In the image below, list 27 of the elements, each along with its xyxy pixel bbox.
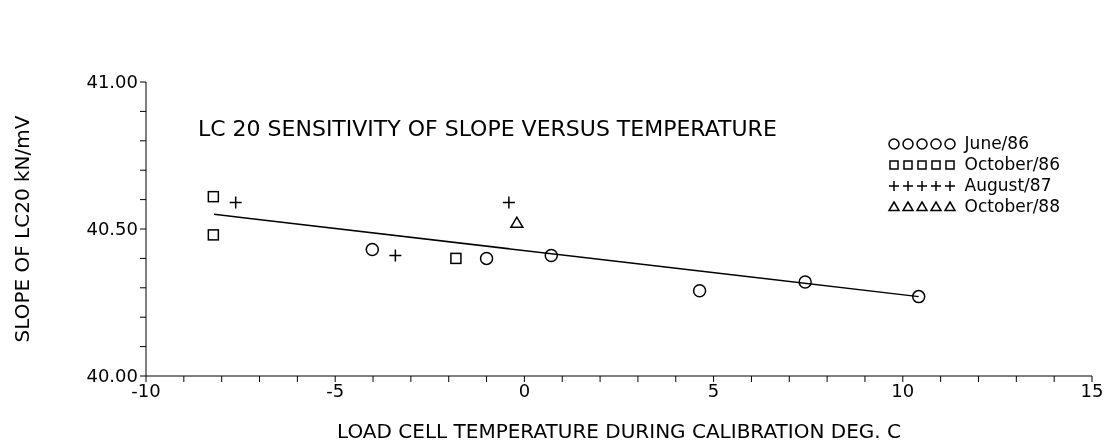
point: [544, 248, 559, 263]
point: [510, 216, 524, 229]
x-tick-label: 15: [1080, 379, 1104, 401]
y-axis-title: SLOPE OF LC20 kN/mV: [10, 115, 35, 343]
point: [692, 283, 707, 298]
point: [388, 248, 403, 263]
y-tick-label: 40.50: [86, 218, 138, 240]
text: LC 20 SENSITIVITY OF SLOPE VERSUS TEMPERATURE: [198, 116, 777, 141]
legend-label: October/88: [964, 196, 1060, 217]
legend-label: June/86: [964, 133, 1029, 154]
x-tick-label: 0: [518, 379, 531, 401]
point: [502, 195, 516, 210]
point: [207, 229, 220, 241]
point: [911, 289, 926, 304]
x-tick-label: 5: [707, 379, 720, 401]
point: [365, 242, 380, 257]
x-tick-label: 10: [891, 379, 915, 401]
point: [207, 190, 220, 203]
legend-label: October/86: [964, 154, 1060, 175]
point: [228, 195, 243, 210]
point: [450, 252, 462, 265]
point: [798, 275, 812, 289]
point: [479, 251, 494, 266]
x-tick-label: -5: [326, 379, 345, 401]
legend-label: August/87: [964, 175, 1052, 196]
x-axis-title: LOAD CELL TEMPERATURE DURING CALIBRATION DEG. C: [337, 419, 901, 443]
y-tick-label: 41.00: [86, 71, 138, 93]
